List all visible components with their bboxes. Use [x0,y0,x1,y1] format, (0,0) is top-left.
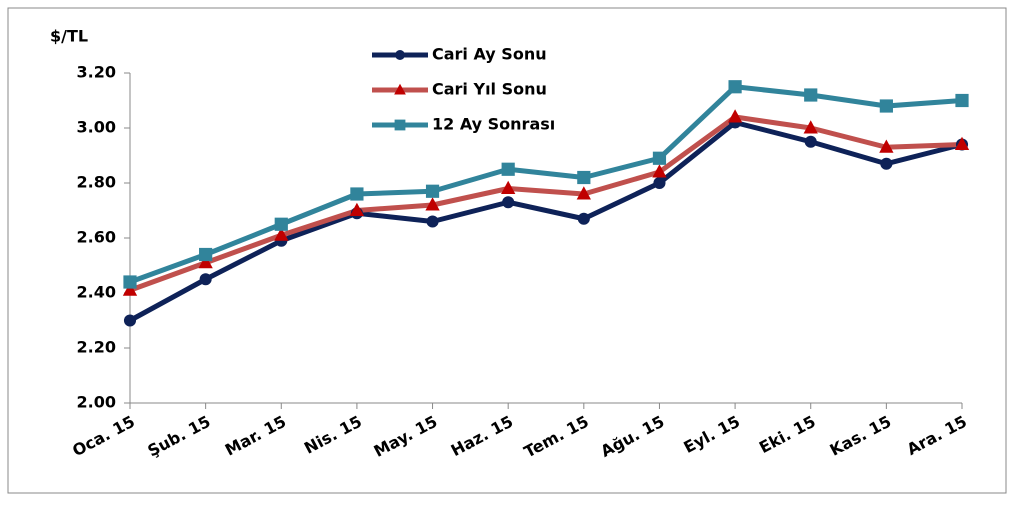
marker [350,187,364,201]
series-line [129,114,963,293]
marker [122,282,138,296]
y-tick-label: 2.60 [77,228,116,247]
marker [199,273,212,286]
marker [803,120,818,134]
marker [577,212,590,225]
y-tick-label: 2.80 [77,173,116,192]
marker [576,186,591,200]
y-tick-label: 2.00 [77,393,116,412]
marker [395,50,405,60]
marker [502,196,515,209]
marker [652,151,667,165]
y-tick-label: 3.00 [77,118,116,137]
marker [879,99,893,113]
marker [274,217,288,231]
marker [501,162,515,176]
marker [274,227,289,241]
marker [501,180,516,194]
legend-label: 12 Ay Sonrası [432,115,555,134]
series-line [128,120,963,323]
marker [349,202,365,216]
marker [653,176,666,190]
marker [199,247,213,262]
marker [879,139,894,153]
legend-label: Cari Yıl Sonu [432,80,547,99]
marker [728,80,742,94]
y-tick-label: 2.40 [77,283,116,302]
y-tick-label: 3.20 [77,63,116,82]
y-axis-label: $/TL [50,27,88,46]
series-line [129,84,963,285]
marker [880,157,893,170]
y-tick-label: 2.20 [77,338,116,357]
marker [394,119,406,131]
marker [804,135,817,148]
marker [577,170,591,185]
legend-label: Cari Ay Sonu [432,45,547,64]
marker [123,314,137,327]
marker [727,109,743,123]
marker [804,88,818,102]
marker [425,197,440,211]
marker [394,83,406,95]
marker [652,164,667,178]
marker [123,275,137,289]
marker [954,136,970,150]
marker [198,255,213,269]
marker [425,184,440,198]
chart-frame [7,7,1007,494]
marker [426,215,439,228]
marker [955,93,969,108]
